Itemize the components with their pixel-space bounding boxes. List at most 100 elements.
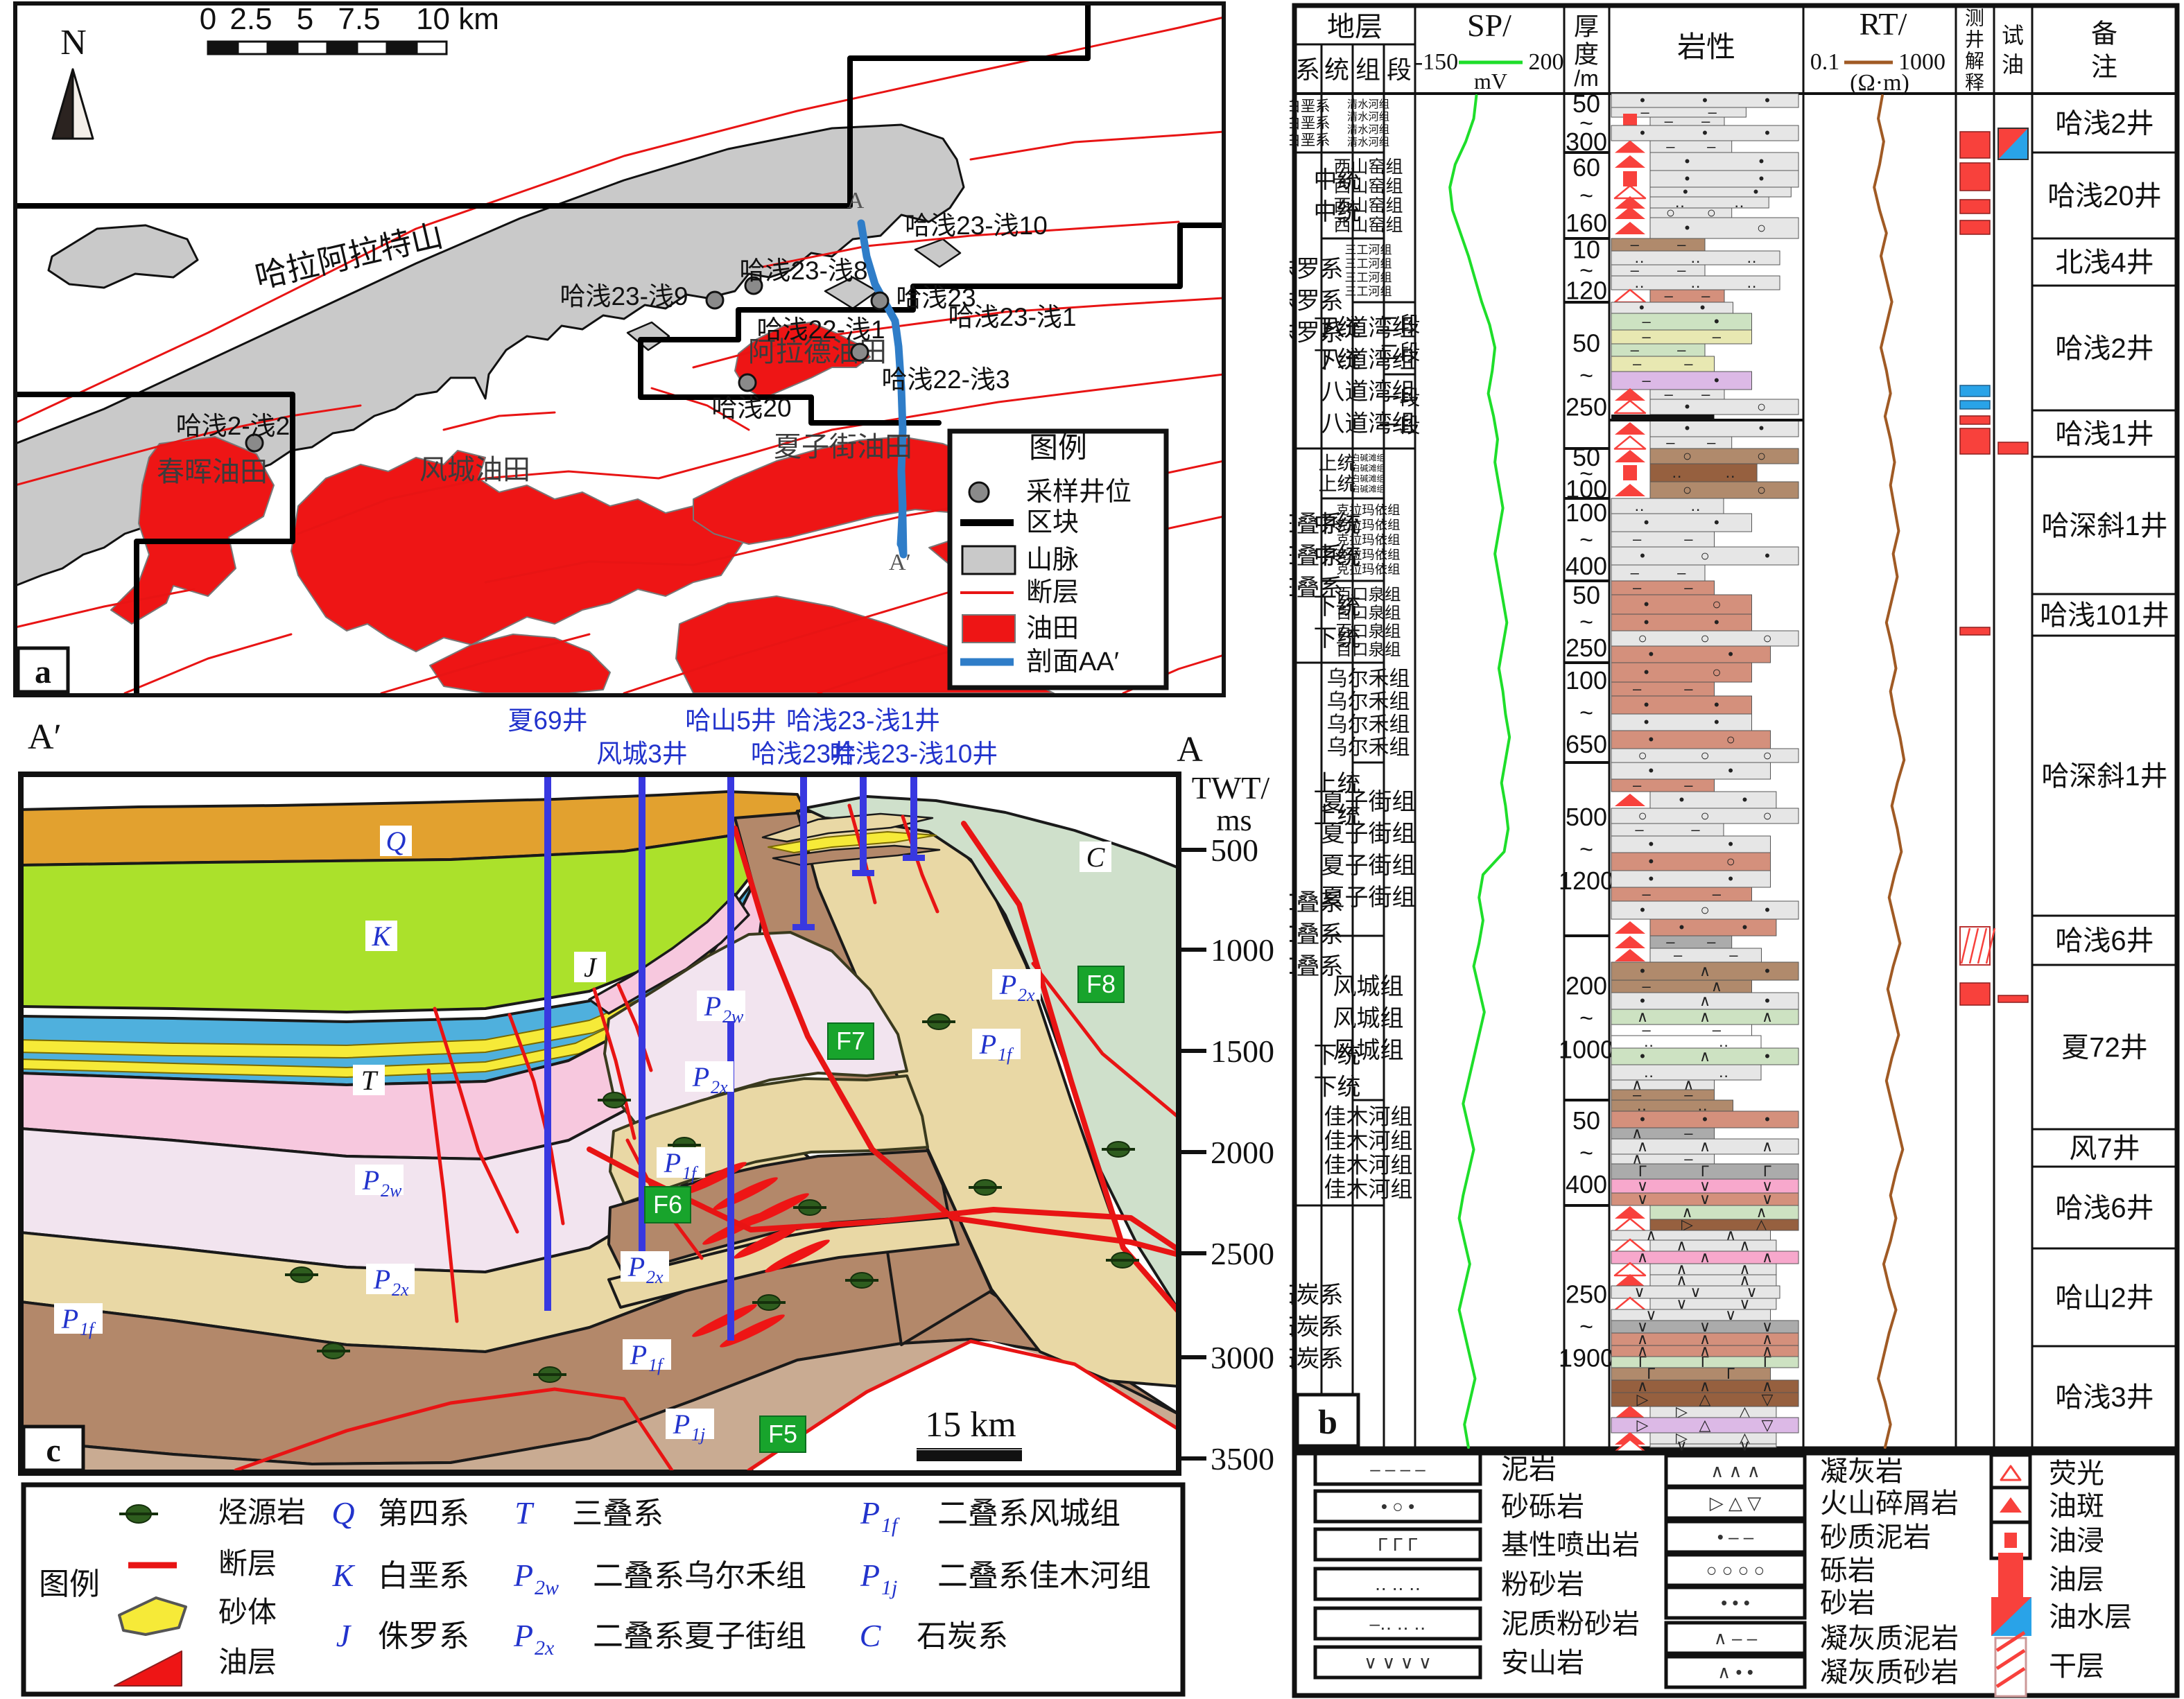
- lith-symbol: ‥: [1734, 193, 1744, 211]
- unit-label-sub: 2x: [392, 1280, 409, 1300]
- thickness-min: 50: [1572, 581, 1600, 609]
- legend-show-label: 油层: [2049, 1565, 2104, 1595]
- remark-well: 哈浅6井: [2055, 926, 2153, 957]
- legend-sand-icon: [118, 1596, 187, 1636]
- lith-symbol: ‥: [1719, 1063, 1729, 1081]
- lith-symbol: ∧: [1637, 1248, 1648, 1266]
- lith-symbol: –: [1666, 138, 1675, 155]
- strata-label: 乌尔禾组: [1327, 713, 1410, 736]
- hdr-interp: 释: [1965, 71, 1984, 93]
- lith-symbol: •: [1649, 645, 1654, 663]
- remark-well: 哈山2井: [2055, 1283, 2153, 1314]
- hdr-sp-unit: mV: [1474, 69, 1507, 94]
- lith-symbol: ○: [1762, 629, 1771, 647]
- strata-label: 清水河组: [1347, 137, 1389, 148]
- remark-well: 北浅4井: [2055, 247, 2153, 278]
- legend-lith-label: 泥岩: [1501, 1454, 1557, 1485]
- lith-symbol: ‥: [1690, 249, 1701, 266]
- lith-band: [1611, 531, 1715, 548]
- strata-label: 克拉玛依组: [1337, 547, 1401, 561]
- lith-symbol: •: [1649, 870, 1654, 887]
- lith-symbol: ∧: [1699, 1330, 1710, 1348]
- lith-symbol: •: [1742, 791, 1748, 808]
- axis-tick-label: 500: [1211, 833, 1258, 868]
- unit-chip: [666, 1409, 714, 1439]
- strata-label: 石炭系: [1290, 1282, 1344, 1308]
- legend-pattern-box: [1664, 1655, 1807, 1689]
- strata-label: 风城组: [1333, 1037, 1404, 1063]
- lith-symbol: •: [1765, 1110, 1770, 1128]
- strata-label: 二叠系: [1290, 921, 1344, 948]
- oil-layer-lens: [692, 1304, 757, 1337]
- hdr-tong: 统: [1324, 55, 1349, 84]
- lith-symbol: •: [1765, 962, 1770, 979]
- legend-pattern-box: [1313, 1527, 1482, 1562]
- mark-oilspot: [1615, 949, 1645, 961]
- unit-label: K: [372, 921, 392, 952]
- north-arrow: [71, 68, 94, 140]
- lith-symbol: ∧: [1631, 1076, 1643, 1093]
- lith-symbol: ‥: [1672, 464, 1682, 481]
- unit-chip: [574, 952, 606, 982]
- interp-oil-layer: [1997, 442, 2029, 455]
- scalebar-segment: [415, 40, 448, 55]
- legend-pattern-glyphs: • • •: [1721, 1592, 1750, 1613]
- legend-lith-label: 基性喷出岩: [1501, 1530, 1640, 1560]
- map-legend-label: 区块: [1026, 508, 1079, 537]
- lith-symbol: –: [1677, 236, 1686, 253]
- lith-symbol: ∧: [1637, 1377, 1648, 1395]
- lith-symbol: ○: [1762, 807, 1771, 824]
- unit-label: P: [61, 1303, 78, 1334]
- lith-band: [1649, 419, 1799, 437]
- lith-band: [1611, 900, 1799, 920]
- mark-oilspot: [1615, 207, 1645, 219]
- lith-symbol: ∧: [1762, 1248, 1773, 1266]
- fold-P2w: [603, 931, 908, 1128]
- lith-symbol: ∨: [1633, 1283, 1645, 1300]
- strata-label: 百口泉组: [1336, 641, 1401, 659]
- lith-symbol: –: [1631, 261, 1640, 279]
- section-well-label: 哈浅23井: [751, 740, 856, 768]
- section-well-tbar: [903, 855, 925, 861]
- strata-label: 三叠系: [1290, 575, 1344, 601]
- strata-label: 白碱滩组: [1351, 453, 1385, 463]
- map-well-label: 哈浅22-浅1: [756, 315, 885, 344]
- strata-label: 白碱滩组: [1351, 473, 1385, 484]
- mark-oilspot: [1615, 1206, 1645, 1219]
- lith-band: [1611, 695, 1752, 715]
- strata-label: 中统: [1314, 543, 1361, 569]
- section-well-label: 哈山5井: [685, 707, 777, 735]
- lith-symbol: ○: [1712, 663, 1721, 681]
- lith-symbol: ∨: [1637, 1177, 1648, 1194]
- mark-oilspot: [1615, 450, 1645, 462]
- lith-band: [1611, 580, 1715, 595]
- lith-symbol: ∨: [1637, 1190, 1648, 1208]
- strata-label: 夏子街组: [1321, 885, 1416, 911]
- lith-symbol: –: [1666, 933, 1675, 950]
- panel-b-legend: – – – – 泥岩 • ○ • 砂砾岩 Γ Γ Γ 基性喷出岩 ‥ ‥ ‥ 粉砂岩 –‥ ‥ …: [1292, 1450, 2180, 1698]
- lith-symbol: •: [1649, 853, 1654, 870]
- lith-symbol: –: [1684, 355, 1693, 372]
- hdr-rt-unit: (Ω·m): [1850, 70, 1909, 96]
- map-well-label: 哈浅20: [711, 394, 791, 422]
- lith-symbol: –: [1631, 564, 1640, 582]
- section-well-line: [544, 776, 551, 1311]
- fault-label: F8: [1086, 970, 1116, 998]
- lith-symbol: ‥: [1644, 1033, 1654, 1050]
- mark-oilspot: [1615, 388, 1645, 401]
- section-well-line: [639, 776, 645, 1279]
- thickness-tilde: ~: [1579, 461, 1593, 487]
- unit-label: P: [664, 1147, 681, 1178]
- unit-chip: [623, 1339, 671, 1370]
- axis-unit: ms: [1216, 803, 1251, 837]
- duan-label: 二段: [1379, 314, 1421, 337]
- thickness-min: 50: [1572, 1106, 1600, 1135]
- map-fault-line: [442, 411, 556, 431]
- remark-well: 哈深斜1井: [2041, 511, 2167, 541]
- unit-label-sub: 2w: [722, 1007, 744, 1027]
- legend-pattern-glyphs: ▷ △ ▽: [1710, 1492, 1761, 1513]
- legend-show-label: 荧光: [2049, 1458, 2104, 1489]
- mark-oilsoak: [1623, 465, 1637, 480]
